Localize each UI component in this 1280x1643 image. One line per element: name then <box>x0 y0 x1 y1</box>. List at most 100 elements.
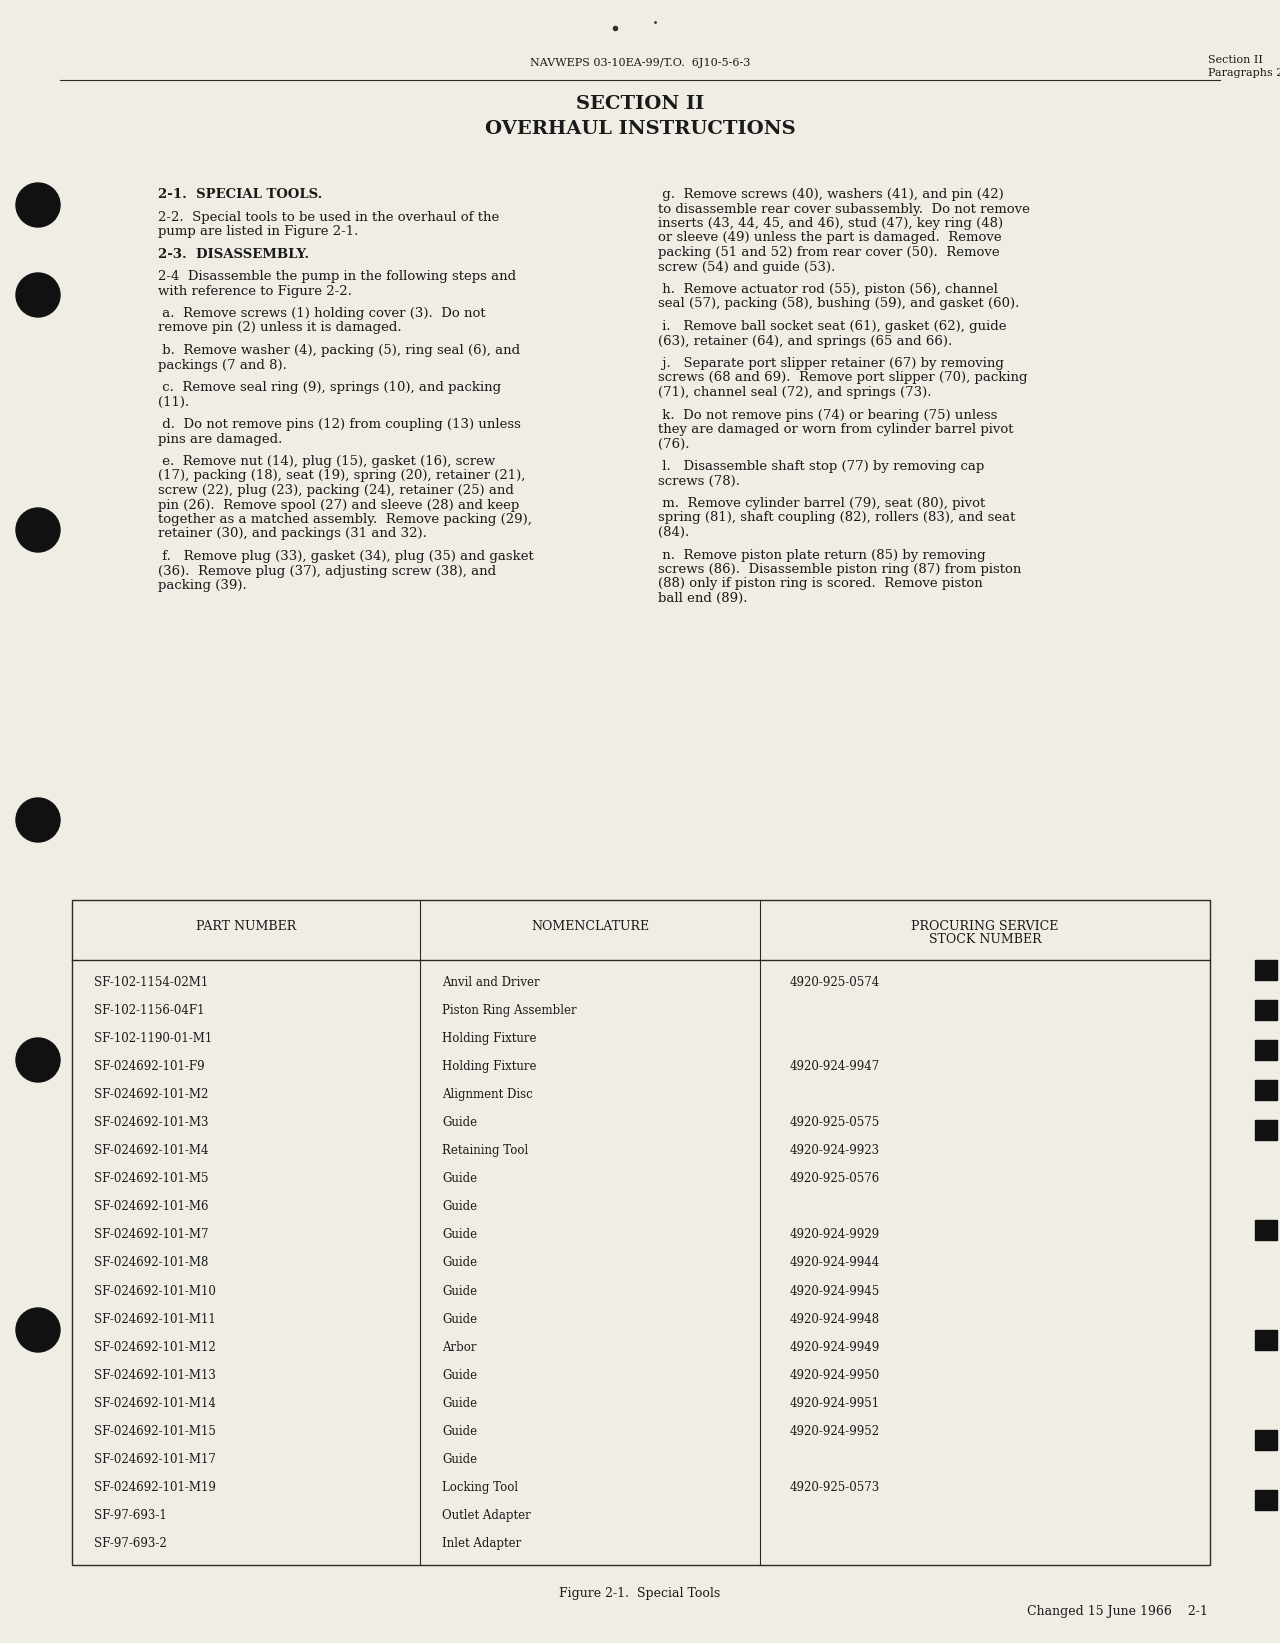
Circle shape <box>15 798 60 841</box>
Text: SF-102-1154-02M1: SF-102-1154-02M1 <box>93 976 209 989</box>
Text: SF-024692-101-M11: SF-024692-101-M11 <box>93 1313 216 1326</box>
Bar <box>1254 1490 1277 1510</box>
Text: 4920-924-9923: 4920-924-9923 <box>790 1144 881 1157</box>
Text: OVERHAUL INSTRUCTIONS: OVERHAUL INSTRUCTIONS <box>485 120 795 138</box>
Text: a.  Remove screws (1) holding cover (3).  Do not: a. Remove screws (1) holding cover (3). … <box>157 307 485 320</box>
Text: PROCURING SERVICE: PROCURING SERVICE <box>911 920 1059 933</box>
Bar <box>1254 960 1277 979</box>
Text: Holding Fixture: Holding Fixture <box>442 1060 536 1073</box>
Text: SF-024692-101-M14: SF-024692-101-M14 <box>93 1397 216 1410</box>
Text: Anvil and Driver: Anvil and Driver <box>442 976 540 989</box>
Text: d.  Do not remove pins (12) from coupling (13) unless: d. Do not remove pins (12) from coupling… <box>157 417 521 430</box>
Text: 4920-924-9929: 4920-924-9929 <box>790 1229 881 1242</box>
Text: Guide: Guide <box>442 1229 477 1242</box>
Text: l.   Disassemble shaft stop (77) by removing cap: l. Disassemble shaft stop (77) by removi… <box>658 460 984 473</box>
Text: (36).  Remove plug (37), adjusting screw (38), and: (36). Remove plug (37), adjusting screw … <box>157 565 497 577</box>
Bar <box>1254 1221 1277 1240</box>
Text: 4920-925-0574: 4920-925-0574 <box>790 976 881 989</box>
Text: c.  Remove seal ring (9), springs (10), and packing: c. Remove seal ring (9), springs (10), a… <box>157 381 502 394</box>
Text: Guide: Guide <box>442 1369 477 1382</box>
Circle shape <box>15 273 60 317</box>
Text: Alignment Disc: Alignment Disc <box>442 1088 532 1101</box>
Text: (88) only if piston ring is scored.  Remove piston: (88) only if piston ring is scored. Remo… <box>658 577 983 590</box>
Text: Inlet Adapter: Inlet Adapter <box>442 1536 521 1549</box>
Text: Retaining Tool: Retaining Tool <box>442 1144 529 1157</box>
Text: packings (7 and 8).: packings (7 and 8). <box>157 358 287 371</box>
Text: k.  Do not remove pins (74) or bearing (75) unless: k. Do not remove pins (74) or bearing (7… <box>658 409 997 422</box>
Text: (84).: (84). <box>658 526 689 539</box>
Text: h.  Remove actuator rod (55), piston (56), channel: h. Remove actuator rod (55), piston (56)… <box>658 283 998 296</box>
Text: SF-024692-101-M8: SF-024692-101-M8 <box>93 1257 209 1270</box>
Text: 4920-924-9947: 4920-924-9947 <box>790 1060 881 1073</box>
Text: screw (22), plug (23), packing (24), retainer (25) and: screw (22), plug (23), packing (24), ret… <box>157 485 513 496</box>
Text: 2-2.  Special tools to be used in the overhaul of the: 2-2. Special tools to be used in the ove… <box>157 210 499 223</box>
Text: packing (51 and 52) from rear cover (50).  Remove: packing (51 and 52) from rear cover (50)… <box>658 246 1000 260</box>
Circle shape <box>15 182 60 227</box>
Bar <box>72 900 1210 1566</box>
Circle shape <box>15 1308 60 1352</box>
Text: i.   Remove ball socket seat (61), gasket (62), guide: i. Remove ball socket seat (61), gasket … <box>658 320 1006 334</box>
Text: SF-97-693-2: SF-97-693-2 <box>93 1536 166 1549</box>
Text: seal (57), packing (58), bushing (59), and gasket (60).: seal (57), packing (58), bushing (59), a… <box>658 297 1019 311</box>
Text: Figure 2-1.  Special Tools: Figure 2-1. Special Tools <box>559 1587 721 1600</box>
Text: Guide: Guide <box>442 1313 477 1326</box>
Text: n.  Remove piston plate return (85) by removing: n. Remove piston plate return (85) by re… <box>658 549 986 562</box>
Text: 2-3.  DISASSEMBLY.: 2-3. DISASSEMBLY. <box>157 248 310 261</box>
Text: SF-024692-101-M2: SF-024692-101-M2 <box>93 1088 209 1101</box>
Text: 4920-924-9944: 4920-924-9944 <box>790 1257 881 1270</box>
Text: or sleeve (49) unless the part is damaged.  Remove: or sleeve (49) unless the part is damage… <box>658 232 1002 245</box>
Text: SF-102-1190-01-M1: SF-102-1190-01-M1 <box>93 1032 212 1045</box>
Text: 4920-924-9951: 4920-924-9951 <box>790 1397 881 1410</box>
Text: 4920-924-9950: 4920-924-9950 <box>790 1369 881 1382</box>
Text: Locking Tool: Locking Tool <box>442 1480 518 1493</box>
Text: SF-024692-101-M6: SF-024692-101-M6 <box>93 1201 209 1214</box>
Circle shape <box>15 508 60 552</box>
Text: NAVWEPS 03-10EA-99/T.O.  6J10-5-6-3: NAVWEPS 03-10EA-99/T.O. 6J10-5-6-3 <box>530 58 750 67</box>
Text: they are damaged or worn from cylinder barrel pivot: they are damaged or worn from cylinder b… <box>658 422 1014 435</box>
Text: packing (39).: packing (39). <box>157 578 247 591</box>
Text: 4920-924-9952: 4920-924-9952 <box>790 1424 881 1438</box>
Text: SF-024692-101-M17: SF-024692-101-M17 <box>93 1452 216 1466</box>
Bar <box>1254 1329 1277 1351</box>
Text: SF-024692-101-M10: SF-024692-101-M10 <box>93 1285 216 1298</box>
Text: remove pin (2) unless it is damaged.: remove pin (2) unless it is damaged. <box>157 322 402 335</box>
Text: 4920-925-0575: 4920-925-0575 <box>790 1116 881 1129</box>
Text: Guide: Guide <box>442 1201 477 1214</box>
Text: screw (54) and guide (53).: screw (54) and guide (53). <box>658 261 836 273</box>
Text: retainer (30), and packings (31 and 32).: retainer (30), and packings (31 and 32). <box>157 527 426 541</box>
Text: Holding Fixture: Holding Fixture <box>442 1032 536 1045</box>
Circle shape <box>15 1038 60 1083</box>
Text: Guide: Guide <box>442 1452 477 1466</box>
Text: SF-024692-101-M5: SF-024692-101-M5 <box>93 1173 209 1185</box>
Text: 2-1.  SPECIAL TOOLS.: 2-1. SPECIAL TOOLS. <box>157 187 323 200</box>
Text: 4920-925-0576: 4920-925-0576 <box>790 1173 881 1185</box>
Text: Section II: Section II <box>1208 54 1263 66</box>
Text: e.  Remove nut (14), plug (15), gasket (16), screw: e. Remove nut (14), plug (15), gasket (1… <box>157 455 495 468</box>
Text: SF-024692-101-F9: SF-024692-101-F9 <box>93 1060 205 1073</box>
Text: inserts (43, 44, 45, and 46), stud (47), key ring (48): inserts (43, 44, 45, and 46), stud (47),… <box>658 217 1004 230</box>
Text: together as a matched assembly.  Remove packing (29),: together as a matched assembly. Remove p… <box>157 513 532 526</box>
Text: screws (86).  Disassemble piston ring (87) from piston: screws (86). Disassemble piston ring (87… <box>658 564 1021 577</box>
Text: spring (81), shaft coupling (82), rollers (83), and seat: spring (81), shaft coupling (82), roller… <box>658 511 1015 524</box>
Text: SF-024692-101-M7: SF-024692-101-M7 <box>93 1229 209 1242</box>
Text: Guide: Guide <box>442 1424 477 1438</box>
Text: g.  Remove screws (40), washers (41), and pin (42): g. Remove screws (40), washers (41), and… <box>658 187 1004 200</box>
Text: SF-024692-101-M13: SF-024692-101-M13 <box>93 1369 216 1382</box>
Text: SF-97-693-1: SF-97-693-1 <box>93 1508 166 1521</box>
Text: SF-024692-101-M19: SF-024692-101-M19 <box>93 1480 216 1493</box>
Text: (11).: (11). <box>157 396 189 409</box>
Text: Paragraphs 2-1 to 2-4: Paragraphs 2-1 to 2-4 <box>1208 67 1280 77</box>
Text: to disassemble rear cover subassembly.  Do not remove: to disassemble rear cover subassembly. D… <box>658 202 1030 215</box>
Text: j.   Separate port slipper retainer (67) by removing: j. Separate port slipper retainer (67) b… <box>658 357 1004 370</box>
Text: Guide: Guide <box>442 1397 477 1410</box>
Text: Guide: Guide <box>442 1116 477 1129</box>
Text: SF-024692-101-M15: SF-024692-101-M15 <box>93 1424 216 1438</box>
Text: (17), packing (18), seat (19), spring (20), retainer (21),: (17), packing (18), seat (19), spring (2… <box>157 470 525 483</box>
Text: screws (78).: screws (78). <box>658 475 740 488</box>
Text: SF-024692-101-M3: SF-024692-101-M3 <box>93 1116 209 1129</box>
Text: PART NUMBER: PART NUMBER <box>196 920 296 933</box>
Text: SF-102-1156-04F1: SF-102-1156-04F1 <box>93 1004 205 1017</box>
Text: ball end (89).: ball end (89). <box>658 591 748 605</box>
Text: SECTION II: SECTION II <box>576 95 704 113</box>
Text: Guide: Guide <box>442 1285 477 1298</box>
